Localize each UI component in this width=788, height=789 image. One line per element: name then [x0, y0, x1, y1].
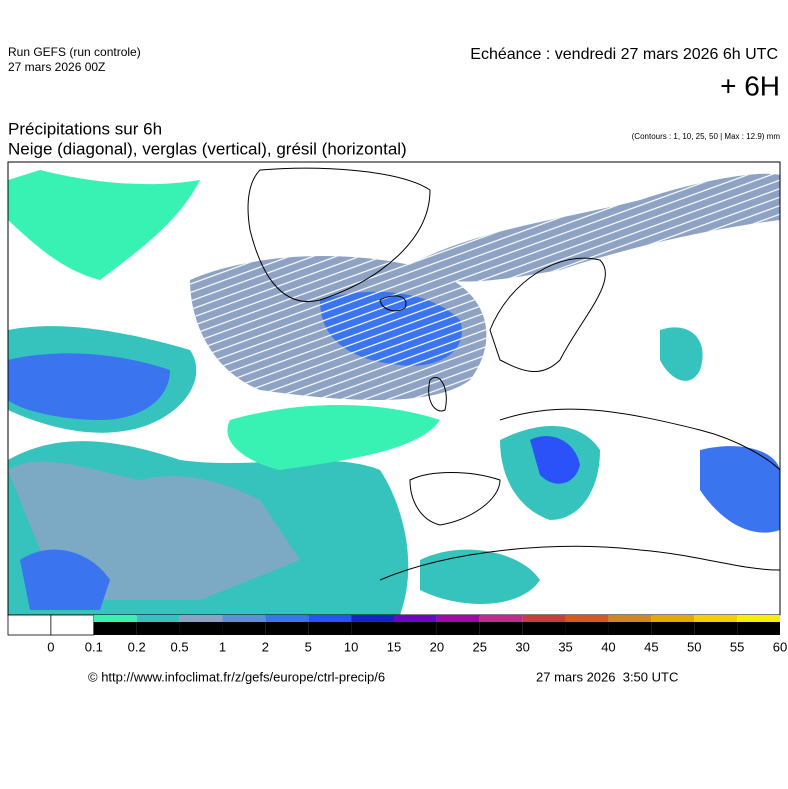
- colorbar-label: 55: [730, 639, 744, 654]
- colorbar-swatch: [479, 615, 523, 622]
- colorbar-label: 1: [219, 639, 226, 654]
- colorbar-label: 20: [430, 639, 444, 654]
- colorbar-label: 0.5: [171, 639, 189, 654]
- colorbar-swatch: [308, 615, 352, 622]
- colorbar-swatch: [565, 615, 609, 622]
- colorbar-swatch: [179, 615, 223, 622]
- colorbar-band: [522, 622, 566, 635]
- colorbar-label: 45: [644, 639, 658, 654]
- colorbar-band: [479, 622, 523, 635]
- colorbar-label: 25: [473, 639, 487, 654]
- colorbar-label: 40: [601, 639, 615, 654]
- colorbar-label: 35: [558, 639, 572, 654]
- colorbar-label: 0.2: [128, 639, 146, 654]
- lead-time: + 6H: [720, 70, 780, 101]
- colorbar-swatch: [394, 615, 437, 622]
- map: [8, 162, 780, 615]
- colorbar-swatch: [737, 615, 780, 622]
- title: Précipitations sur 6h: [8, 119, 162, 138]
- colorbar-band: [308, 622, 352, 635]
- run-label: Run GEFS (run controle): [8, 45, 141, 59]
- colorbar-band: [351, 622, 394, 635]
- colorbar-band: [93, 622, 137, 635]
- colorbar-band: [651, 622, 695, 635]
- colorbar-band: [265, 622, 309, 635]
- colorbar-swatch: [694, 615, 738, 622]
- colorbar-label: 2: [262, 639, 269, 654]
- colorbar-swatch: [608, 615, 652, 622]
- colorbar-label: 5: [305, 639, 312, 654]
- colorbar-band: [179, 622, 223, 635]
- colorbar-label: 50: [687, 639, 701, 654]
- colorbar-swatch: [651, 615, 695, 622]
- colorbar-band: [737, 622, 780, 635]
- valid-time: Echéance : vendredi 27 mars 2026 6h UTC: [470, 46, 778, 63]
- colorbar-band: [222, 622, 266, 635]
- run-date: 27 mars 2026 00Z: [8, 60, 105, 74]
- colorbar-swatch: [7, 614, 52, 636]
- source-url: © http://www.infoclimat.fr/z/gefs/europe…: [88, 669, 385, 684]
- colorbar-swatch: [93, 615, 137, 622]
- colorbar-label: 0: [47, 639, 54, 654]
- colorbar-swatch: [351, 615, 394, 622]
- colorbar-band: [565, 622, 609, 635]
- colorbar-swatch: [265, 615, 309, 622]
- colorbar-swatch: [222, 615, 266, 622]
- colorbar-swatch: [50, 614, 95, 636]
- colorbar-band: [694, 622, 738, 635]
- colorbar-label: 15: [387, 639, 401, 654]
- colorbar-band: [136, 622, 180, 635]
- colorbar-swatch: [522, 615, 566, 622]
- colorbar-swatch: [436, 615, 480, 622]
- colorbar: 0 0.1 0.2 0.5 1 2 5 10 15 20 25 30 35 40 45 50 55 60: [7, 614, 787, 654]
- colorbar-band: [608, 622, 652, 635]
- colorbar-swatch: [136, 615, 180, 622]
- colorbar-band: [436, 622, 480, 635]
- colorbar-band: [394, 622, 437, 635]
- colorbar-label: 60: [773, 639, 787, 654]
- subtitle: Neige (diagonal), verglas (vertical), gr…: [8, 139, 407, 158]
- colorbar-label: 0.1: [85, 639, 103, 654]
- colorbar-label: 30: [515, 639, 529, 654]
- colorbar-label: 10: [344, 639, 358, 654]
- timestamp: 27 mars 2026 3:50 UTC: [536, 669, 678, 684]
- contours-note: (Contours : 1, 10, 25, 50 | Max : 12.9) …: [632, 132, 781, 141]
